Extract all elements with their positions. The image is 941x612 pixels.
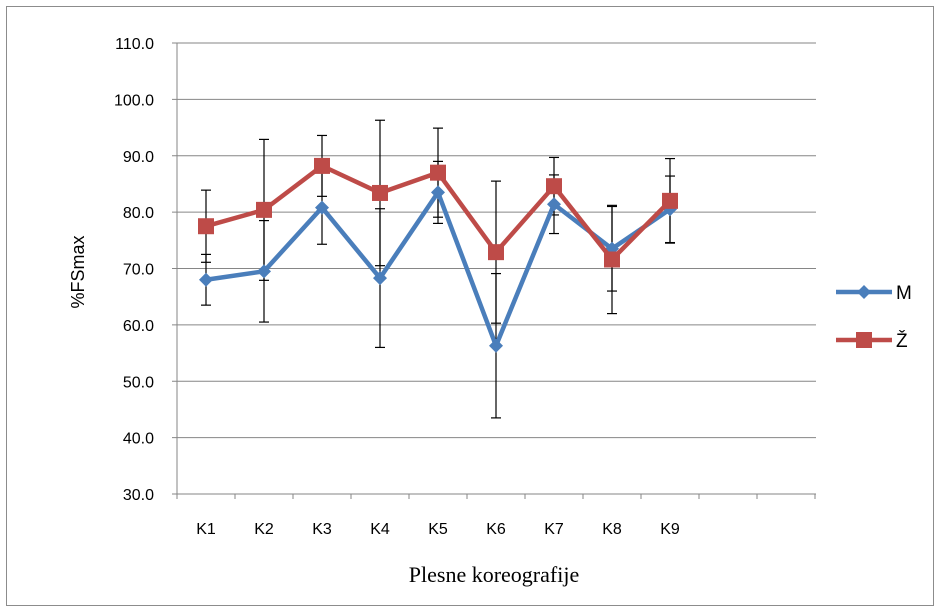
y-tick-label: 40.0 <box>123 431 154 448</box>
x-tick-label: K9 <box>660 521 680 538</box>
data-point <box>373 271 387 286</box>
y-tick-label: 70.0 <box>123 262 154 279</box>
data-point <box>662 192 678 209</box>
x-tick-labels: K1 K2 K3 K4 K5 K6 K7 K8 K9 <box>196 521 680 538</box>
data-point <box>546 178 562 195</box>
data-point <box>547 197 561 212</box>
legend: MŽ <box>836 283 912 352</box>
data-point <box>604 251 620 268</box>
series-layer <box>198 157 678 353</box>
axes <box>172 42 816 499</box>
data-point <box>372 184 388 201</box>
y-tick-label: 90.0 <box>123 149 154 166</box>
legend-marker <box>856 332 872 348</box>
y-tick-label: 60.0 <box>123 318 154 335</box>
data-point <box>489 338 503 353</box>
data-point <box>488 244 504 261</box>
data-point <box>430 164 446 181</box>
y-axis-label: %FSmax <box>68 235 88 308</box>
y-tick-label: 110.0 <box>115 36 154 53</box>
legend-marker <box>857 285 871 299</box>
data-point <box>431 185 445 200</box>
y-tick-label: 80.0 <box>123 205 154 222</box>
x-tick-label: K3 <box>312 521 332 538</box>
data-point <box>314 157 330 174</box>
x-tick-label: K6 <box>486 521 506 538</box>
x-tick-label: K1 <box>196 521 216 538</box>
x-axis-label: Plesne koreografije <box>409 562 579 587</box>
y-tick-label: 50.0 <box>123 374 154 391</box>
y-tick-label: 100.0 <box>114 92 154 109</box>
x-tick-label: K5 <box>428 521 448 538</box>
x-tick-label: K7 <box>544 521 564 538</box>
x-tick-label: K8 <box>602 521 622 538</box>
data-point <box>256 201 272 218</box>
data-point <box>199 272 213 287</box>
x-tick-label: K4 <box>370 521 390 538</box>
legend-entry: M <box>896 283 912 304</box>
x-tick-label: K2 <box>254 521 274 538</box>
data-point <box>257 264 271 279</box>
data-point <box>198 218 214 235</box>
legend-entry: Ž <box>896 330 908 352</box>
y-tick-labels: 30.0 40.0 50.0 60.0 70.0 80.0 90.0 100.0 110.0 <box>114 36 154 504</box>
chart-frame <box>6 6 934 606</box>
data-point <box>315 200 329 215</box>
y-tick-label: 30.0 <box>123 487 154 504</box>
